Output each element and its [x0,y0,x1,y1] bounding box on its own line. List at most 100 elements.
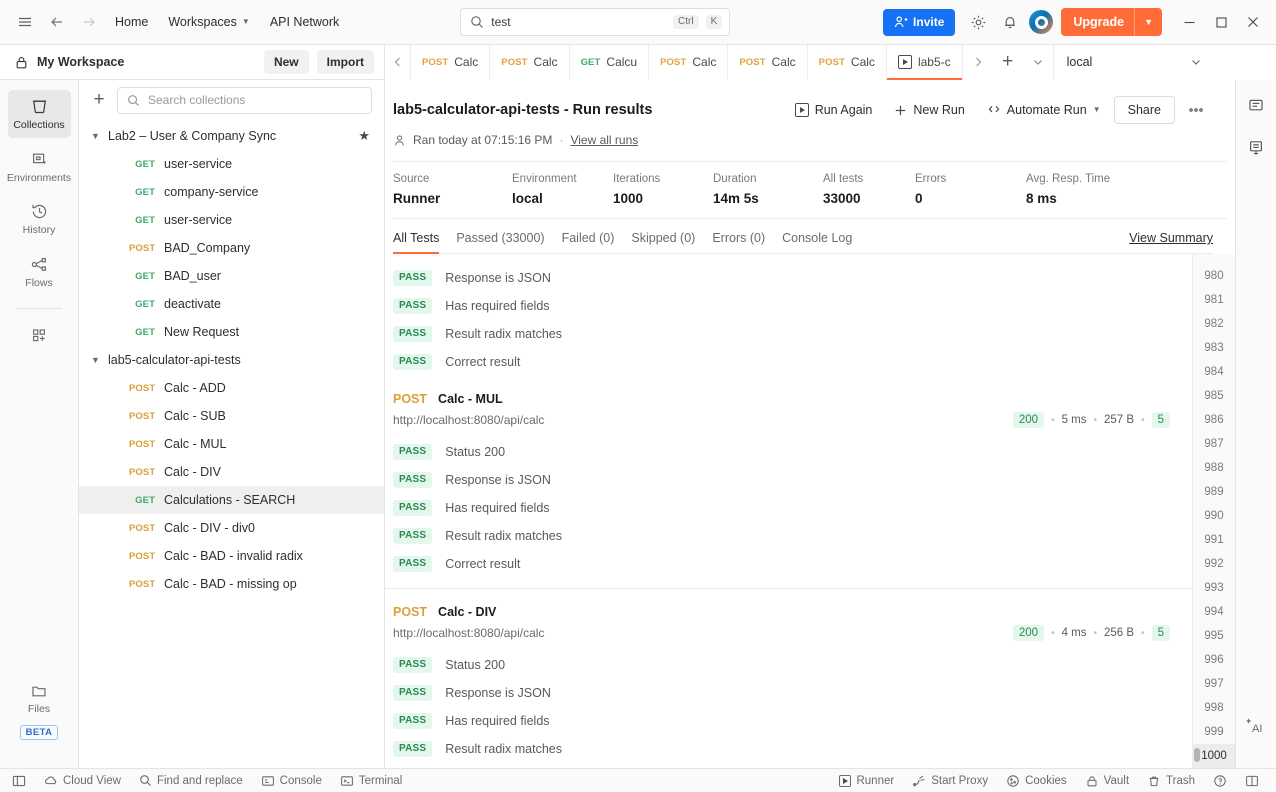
tab-errors[interactable]: Errors (0) [712,231,766,245]
iteration-item[interactable]: 992 [1204,558,1224,570]
workspace-name[interactable]: My Workspace [37,55,125,69]
home-link[interactable]: Home [106,10,157,34]
list-item[interactable]: POST Calc - SUB [79,402,384,430]
iteration-item[interactable]: 987 [1204,438,1224,450]
comments-icon[interactable] [1242,92,1270,120]
tab-calc-2[interactable]: GET Calcu [570,44,650,80]
forward-icon[interactable] [74,7,104,37]
vault-button[interactable]: Vault [1076,770,1138,792]
back-icon[interactable] [42,7,72,37]
list-item[interactable]: POST Calc - BAD - missing op [79,570,384,598]
upgrade-button[interactable]: Upgrade ▼ [1061,8,1162,36]
import-button[interactable]: Import [316,50,374,74]
iteration-item[interactable]: 984 [1204,366,1224,378]
tab-failed[interactable]: Failed (0) [561,231,615,245]
tab-all-tests[interactable]: All Tests [393,231,440,254]
chevron-down-icon[interactable]: ▼ [91,131,100,141]
iteration-item[interactable]: 983 [1204,342,1224,354]
list-item[interactable]: GET user-service [79,150,384,178]
iteration-item[interactable]: 996 [1204,654,1224,666]
iteration-item[interactable]: 991 [1204,534,1224,546]
star-icon[interactable]: ★ [358,128,370,143]
help-icon[interactable] [1204,770,1236,792]
layout-icon[interactable] [1236,770,1268,792]
new-run-button[interactable]: New Run [885,96,973,124]
sidebar-toggle-icon[interactable] [12,770,35,792]
environment-selector[interactable]: local [1052,44,1213,80]
iteration-item[interactable]: 993 [1204,582,1224,594]
collection-lab2[interactable]: ▼ Lab2 – User & Company Sync ★ [79,122,384,150]
sidebar-item-history[interactable]: History [8,195,71,243]
tab-skipped[interactable]: Skipped (0) [631,231,696,245]
sidebar-item-files[interactable]: Files [8,675,71,722]
iteration-item[interactable]: 980 [1204,270,1224,282]
find-and-replace-button[interactable]: Find and replace [130,770,252,792]
request-heading[interactable]: POST Calc - DIV [385,605,1192,619]
new-tab-icon[interactable]: + [1002,51,1014,72]
list-item[interactable]: POST Calc - MUL [79,430,384,458]
sidebar-item-collections[interactable]: Collections [7,90,71,138]
minimize-icon[interactable] [1174,7,1204,37]
bell-icon[interactable] [995,7,1025,37]
chevron-down-icon[interactable]: ▼ [91,355,100,365]
iterations-scrollbar[interactable] [1194,748,1200,762]
list-item[interactable]: POST Calc - ADD [79,374,384,402]
tab-passed[interactable]: Passed (33000) [456,231,545,245]
list-item[interactable]: GET BAD_user [79,262,384,290]
cloud-view-button[interactable]: Cloud View [35,770,130,792]
trash-button[interactable]: Trash [1138,770,1204,792]
global-search[interactable]: test Ctrl K [460,8,731,36]
iteration-item[interactable]: 981 [1204,294,1224,306]
sidebar-item-environments[interactable]: Environments [7,143,71,191]
iteration-item[interactable]: 989 [1204,486,1224,498]
add-collection-plus-icon[interactable]: + [93,89,105,110]
runner-button[interactable]: Runner [830,770,903,792]
list-item[interactable]: POST Calc - DIV - div0 [79,514,384,542]
iteration-item[interactable]: 998 [1204,702,1224,714]
list-item-calculations-search[interactable]: GET Calculations - SEARCH [79,486,384,514]
tabs-scroll-left-icon[interactable] [385,44,411,80]
tab-calc-0[interactable]: POST Calc [411,44,491,80]
tab-runner-lab5[interactable]: lab5-c [886,44,963,80]
documentation-icon[interactable] [1242,134,1270,162]
iterations-column[interactable]: 980 981 982 983 984 985 986 987 988 989 … [1192,254,1235,768]
tab-calc-3[interactable]: POST Calc [649,44,729,80]
ai-assistant-button[interactable]: AI [1244,716,1268,738]
request-heading[interactable]: POST Calc - MUL [385,392,1192,406]
iteration-item[interactable]: 995 [1204,630,1224,642]
list-item[interactable]: GET deactivate [79,290,384,318]
maximize-icon[interactable] [1206,7,1236,37]
search-collections-input[interactable]: Search collections [117,86,372,114]
list-item[interactable]: POST Calc - BAD - invalid radix [79,542,384,570]
list-item[interactable]: GET company-service [79,178,384,206]
terminal-button[interactable]: Terminal [331,770,411,792]
tabs-scroll-right-icon[interactable] [963,45,993,80]
iteration-item[interactable]: 990 [1204,510,1224,522]
tab-console-log[interactable]: Console Log [782,231,853,245]
start-proxy-button[interactable]: Start Proxy [903,770,997,792]
list-item[interactable]: GET New Request [79,318,384,346]
list-item[interactable]: GET user-service [79,206,384,234]
workspaces-menu[interactable]: Workspaces ▼ [159,10,258,34]
automate-run-button[interactable]: Automate Run ▼ [978,96,1110,124]
list-item[interactable]: POST Calc - DIV [79,458,384,486]
iteration-item-active[interactable]: 1000 [1193,744,1235,768]
list-item[interactable]: POST BAD_Company [79,234,384,262]
iteration-item[interactable]: 994 [1204,606,1224,618]
iteration-item[interactable]: 999 [1204,726,1224,738]
tab-calc-1[interactable]: POST Calc [490,44,570,80]
iteration-item[interactable]: 982 [1204,318,1224,330]
gear-icon[interactable] [963,7,993,37]
invite-button[interactable]: Invite [883,8,956,36]
add-module-icon[interactable] [8,319,71,351]
collection-lab5[interactable]: ▼ lab5-calculator-api-tests [79,346,384,374]
close-icon[interactable] [1238,7,1268,37]
iteration-item[interactable]: 986 [1204,414,1224,426]
share-button[interactable]: Share [1113,96,1175,124]
more-horizontal-icon[interactable] [1179,96,1213,124]
chevron-down-icon[interactable]: ▼ [1144,17,1153,27]
avatar[interactable] [1029,10,1054,34]
cookies-button[interactable]: Cookies [997,770,1076,792]
search-input[interactable]: test [491,15,511,29]
menu-icon[interactable] [10,7,40,37]
